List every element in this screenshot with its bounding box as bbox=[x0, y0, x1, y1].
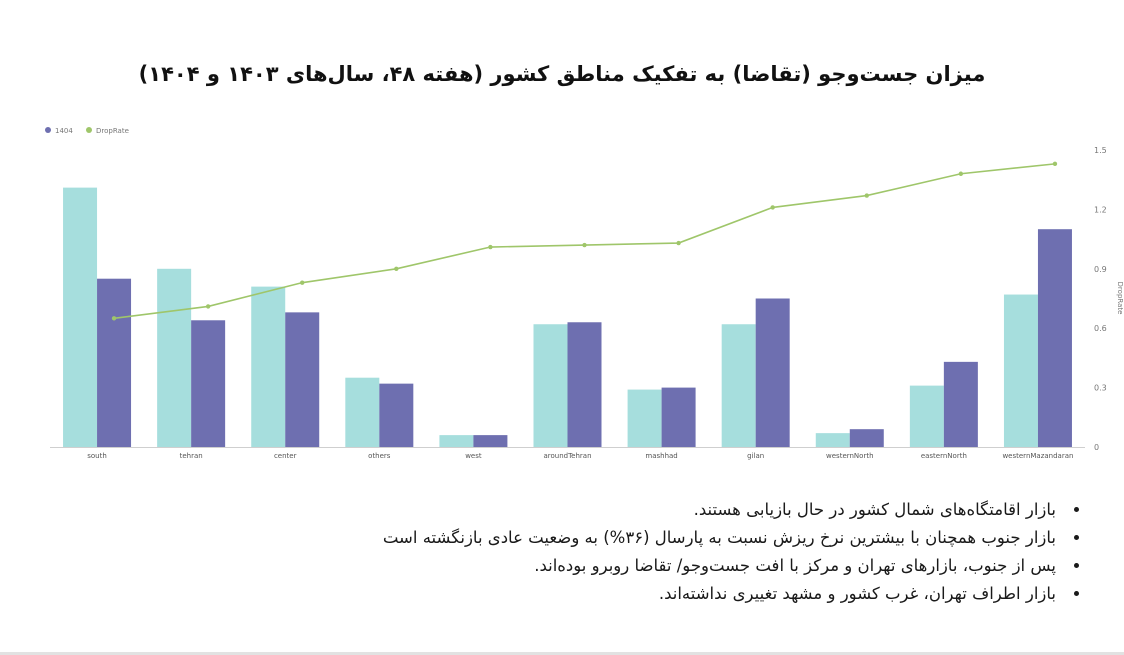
y-tick-label: 0.6 bbox=[1094, 324, 1107, 333]
bar bbox=[1003, 294, 1038, 447]
x-tick-label: gilan bbox=[747, 452, 764, 460]
droprate-point bbox=[770, 205, 775, 210]
droprate-point bbox=[582, 242, 587, 248]
bar bbox=[439, 435, 474, 447]
x-tick-label: south bbox=[87, 452, 107, 460]
legend-label: DropRate bbox=[96, 127, 129, 135]
bar bbox=[345, 377, 380, 447]
droprate-point bbox=[864, 193, 869, 198]
droprate-point bbox=[111, 316, 117, 321]
bar bbox=[191, 320, 226, 447]
insight-item: بازار اطراف تهران، غرب کشور و مشهد تغییر… bbox=[62, 580, 1062, 608]
x-tick-label: westernNorth bbox=[826, 452, 874, 460]
x-tick-label: center bbox=[274, 452, 297, 460]
bar bbox=[661, 387, 696, 447]
y-tick-label: 1.2 bbox=[1094, 205, 1107, 214]
x-tick-label: tehran bbox=[180, 452, 203, 460]
legend-label: 1404 bbox=[55, 127, 73, 135]
droprate-point bbox=[394, 266, 399, 271]
bottom-band bbox=[0, 652, 1124, 655]
bar bbox=[567, 322, 602, 447]
bar bbox=[849, 429, 884, 447]
bar bbox=[285, 312, 320, 447]
droprate-point bbox=[958, 171, 964, 176]
x-tick-label: aroundTehran bbox=[543, 452, 591, 460]
bar bbox=[97, 278, 132, 447]
droprate-point bbox=[676, 240, 681, 246]
bar bbox=[157, 268, 192, 447]
insight-item: بازار جنوب همچنان با بیشترین نرخ ریزش نس… bbox=[62, 524, 1062, 552]
bar bbox=[943, 361, 978, 447]
droprate-point bbox=[1052, 161, 1058, 167]
insight-item: پس از جنوب، بازارهای تهران و مرکز با افت… bbox=[62, 552, 1062, 580]
legend-marker bbox=[45, 127, 51, 133]
insight-item: بازار اقامتگاه‌های شمال کشور در حال بازی… bbox=[62, 496, 1062, 524]
bar bbox=[473, 435, 508, 447]
bar bbox=[379, 383, 414, 447]
x-tick-label: west bbox=[465, 452, 482, 460]
y-tick-label: 0 bbox=[1094, 443, 1099, 452]
bar bbox=[251, 286, 286, 447]
x-tick-label: mashhad bbox=[645, 452, 677, 460]
droprate-point bbox=[205, 304, 211, 309]
bar bbox=[63, 187, 98, 447]
bar-line-chart: 0 0.3 0.6 0.9 1.2 1.5 DropRate south tehran cente… bbox=[45, 127, 1124, 460]
y-tick-label: 0.9 bbox=[1094, 265, 1107, 274]
bar bbox=[627, 389, 662, 447]
bar bbox=[909, 385, 944, 447]
y-tick-label: 0.3 bbox=[1094, 384, 1107, 393]
bar bbox=[721, 324, 756, 447]
y-tick-label: 1.5 bbox=[1094, 146, 1107, 155]
droprate-point bbox=[300, 280, 305, 285]
bar bbox=[533, 324, 568, 447]
y-axis-label: DropRate bbox=[1116, 282, 1124, 315]
droprate-point bbox=[488, 244, 493, 250]
x-tick-label: easternNorth bbox=[921, 452, 967, 460]
bar bbox=[815, 433, 850, 447]
bar bbox=[1037, 229, 1072, 447]
insights-list: بازار اقامتگاه‌های شمال کشور در حال بازی… bbox=[62, 496, 1084, 608]
x-tick-label: westernMazandaran bbox=[1002, 452, 1073, 460]
x-tick-label: others bbox=[368, 452, 391, 460]
droprate-line bbox=[113, 163, 1056, 320]
legend-marker bbox=[86, 127, 92, 133]
bar bbox=[755, 298, 790, 447]
page-title: میزان جست‌وجو (تقاضا) به تفکیک مناطق کشو… bbox=[138, 62, 986, 86]
